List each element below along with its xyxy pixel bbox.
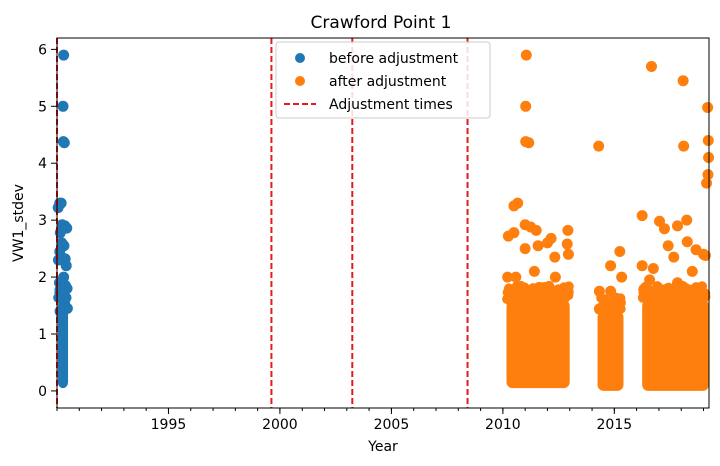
scatter-point [502, 271, 514, 283]
scatter-point [672, 220, 684, 232]
y-tick-label: 4 [38, 156, 47, 172]
y-axis: 0 1 2 3 4 5 6 [38, 42, 57, 400]
legend-label-adjustment: Adjustment times [329, 97, 453, 113]
legend: before adjustment after adjustment Adjus… [275, 41, 491, 119]
scatter-point [663, 282, 674, 293]
y-axis-label: VW1_stdev [11, 184, 27, 262]
scatter-point [510, 271, 522, 283]
scatter-point [594, 304, 605, 315]
scatter-point [52, 254, 64, 266]
x-axis: 1995 2000 2005 2010 2015 [56, 408, 705, 433]
scatter-point [503, 286, 514, 297]
scatter-point [647, 263, 659, 275]
y-tick-label: 5 [38, 99, 47, 115]
scatter-point [58, 49, 70, 61]
plot-area [52, 38, 715, 408]
scatter-point [702, 134, 714, 146]
y-tick-label: 3 [38, 213, 47, 229]
scatter-point [653, 294, 664, 305]
scatter-point [699, 249, 711, 261]
scatter-point [701, 177, 713, 189]
scatter-point [56, 311, 68, 323]
scatter-point [646, 60, 658, 72]
y-tick-label: 1 [38, 327, 47, 343]
scatter-point [549, 271, 561, 283]
scatter-point [528, 265, 540, 277]
scatter-point [599, 294, 611, 306]
x-tick-label: 2015 [597, 417, 633, 433]
scatter-point [690, 293, 701, 304]
scatter-point [57, 100, 69, 112]
scatter-point [593, 285, 605, 297]
scatter-point [686, 265, 698, 277]
scatter-point [691, 282, 702, 293]
scatter-point [616, 271, 628, 283]
x-tick-label: 2010 [485, 417, 521, 433]
scatter-point [668, 251, 680, 263]
scatter-point [677, 75, 689, 87]
dense-point-bands [53, 280, 711, 391]
legend-marker-after [295, 76, 305, 86]
dense-band [597, 311, 624, 391]
chart-title: Crawford Point 1 [311, 13, 452, 33]
dense-band [642, 299, 709, 391]
scatter-point [561, 238, 573, 250]
scatter-point [662, 240, 674, 252]
scatter-point [513, 292, 524, 303]
scatter-point [702, 101, 714, 113]
scatter-point [644, 274, 656, 286]
scatter-point [678, 140, 690, 152]
scatter-point [508, 227, 520, 239]
scatter-point [614, 297, 626, 309]
x-tick-label: 2005 [374, 417, 410, 433]
scatter-point [512, 197, 524, 209]
scatter-point [605, 285, 617, 297]
plot-frame [56, 37, 710, 409]
legend-marker-before [295, 53, 305, 63]
x-tick-label: 1995 [151, 417, 187, 433]
scatter-point [530, 224, 542, 236]
scatter-point [614, 245, 626, 257]
scatter-point [678, 285, 689, 296]
y-tick-label: 0 [38, 384, 47, 400]
scatter-point [669, 292, 680, 303]
scatter-point [530, 291, 541, 302]
legend-box [275, 41, 491, 119]
scatter-point [523, 137, 535, 149]
legend-label-after: after adjustment [329, 74, 447, 90]
scatter-point [562, 248, 574, 260]
scatter-point [520, 100, 532, 112]
scatter-point [562, 224, 574, 236]
scatter-point [605, 260, 617, 272]
legend-label-before: before adjustment [329, 51, 459, 67]
scatter-point [541, 287, 552, 298]
y-tick-label: 2 [38, 270, 47, 286]
scatter-point [658, 223, 670, 235]
scatter-point [637, 292, 648, 303]
scatter-point [549, 251, 561, 263]
y-tick-label: 6 [38, 42, 47, 58]
scatter-point [532, 240, 544, 252]
scatter-point [53, 277, 65, 289]
scatter-point [636, 260, 648, 272]
scatter-point [636, 210, 648, 222]
scatter-point [681, 214, 693, 226]
scatter-point [593, 140, 605, 152]
x-axis-label: Year [367, 439, 398, 455]
scatter-point [643, 284, 654, 295]
scatter-point [562, 289, 573, 300]
scatter-point [60, 260, 72, 272]
scatter-point [672, 277, 684, 289]
scatter-point [553, 284, 564, 295]
scatter-point [52, 202, 64, 214]
scatter-point [58, 137, 70, 149]
scatter-point [519, 243, 531, 255]
scatter-point [681, 236, 693, 248]
scatter-point [541, 237, 553, 249]
scatter-point [520, 49, 532, 61]
scatter-point [702, 169, 714, 181]
x-tick-label: 2000 [262, 417, 298, 433]
dense-band [506, 299, 570, 389]
